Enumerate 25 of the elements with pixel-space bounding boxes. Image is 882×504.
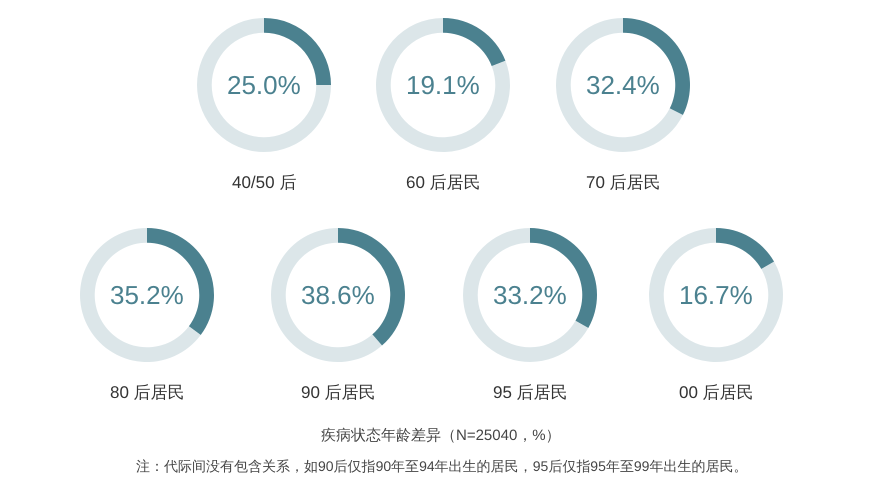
text: 38.6% [301,280,375,310]
text: 60 后居民 [406,173,481,192]
text: 16.7% [679,280,753,310]
text: 80 后居民 [110,383,185,402]
text: 注：代际间没有包含关系，如90后仅指90年至94年出生的居民，95后仅指95年至99年出生的居民。 [136,458,748,474]
text: 32.4% [586,70,660,100]
donut-slice [556,18,683,152]
text: 33.2% [493,280,567,310]
text: 70 后居民 [586,173,661,192]
text: 疾病状态年龄差异（N=25040，%） [321,427,561,444]
text: 40/50 后 [232,173,296,192]
donut-slice [649,228,783,362]
donut-slice [271,228,382,362]
text: 25.0% [227,70,301,100]
text: 95 后居民 [493,383,568,402]
donut-slice [716,228,774,269]
donut-slice [463,228,588,362]
text: 90 后居民 [301,383,376,402]
donut-slice [80,228,201,362]
text: 35.2% [110,280,184,310]
donut-slice [443,18,506,66]
text: 00 后居民 [679,383,754,402]
text: 19.1% [406,70,480,100]
donut-slice [197,18,331,152]
donut-slice [376,18,510,152]
